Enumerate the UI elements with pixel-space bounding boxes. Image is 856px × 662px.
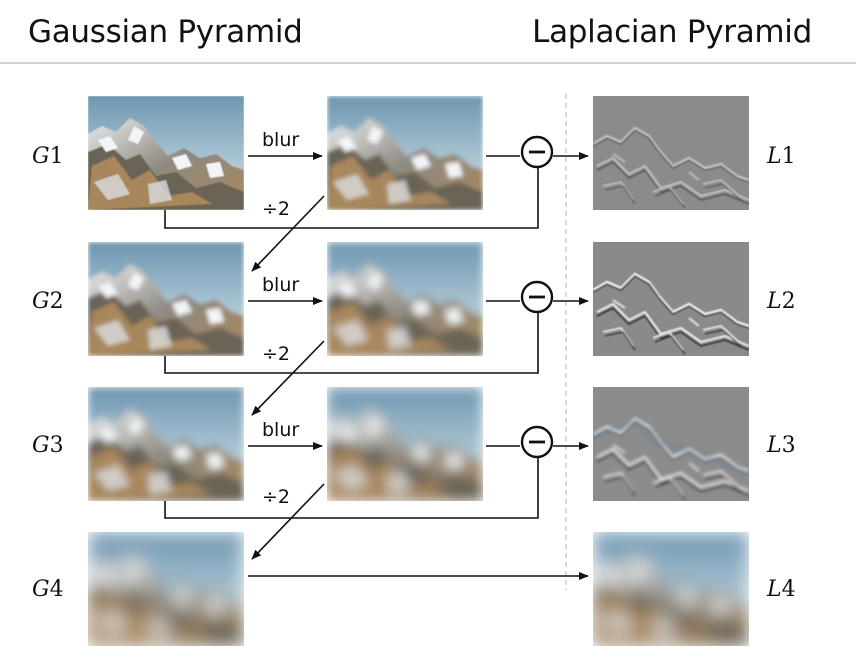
l1-image [593, 96, 749, 210]
g4-label: G4 [32, 577, 64, 602]
g1-blurred-image [327, 96, 483, 210]
downsample-arrow-2 [251, 340, 325, 416]
downsample-arrow-3 [251, 483, 325, 560]
blur-label-2: blur [262, 274, 299, 296]
l4-image [593, 532, 749, 646]
g3-label: G3 [32, 433, 64, 458]
l3-image [593, 387, 749, 501]
laplacian-pyramid-title: Laplacian Pyramid [532, 14, 812, 50]
upsample-feedback-wire-3 [164, 458, 539, 519]
g2-blurred-image [327, 242, 483, 356]
g1-label: G1 [32, 144, 64, 169]
header-divider [0, 62, 856, 64]
l4-label: L4 [766, 577, 796, 602]
l1-label: L1 [766, 144, 796, 169]
g3-blurred-image [327, 387, 483, 501]
upsample-feedback-wire-1 [164, 168, 539, 229]
l2-label: L2 [766, 289, 796, 314]
downsample-label-2: ÷2 [262, 343, 290, 365]
g1-image [88, 96, 244, 210]
g4-image [88, 532, 244, 646]
upsample-feedback-wire-2 [164, 313, 539, 374]
g3-image [88, 387, 244, 501]
g2-label: G2 [32, 289, 64, 314]
blur-label-1: blur [262, 129, 299, 151]
downsample-label-1: ÷2 [262, 198, 290, 220]
g2-image [88, 242, 244, 356]
gaussian-pyramid-title: Gaussian Pyramid [28, 14, 303, 50]
downsample-label-3: ÷2 [262, 486, 290, 508]
l3-label: L3 [766, 433, 796, 458]
blur-label-3: blur [262, 419, 299, 441]
l2-image [593, 242, 749, 356]
downsample-arrow-1 [251, 195, 325, 272]
